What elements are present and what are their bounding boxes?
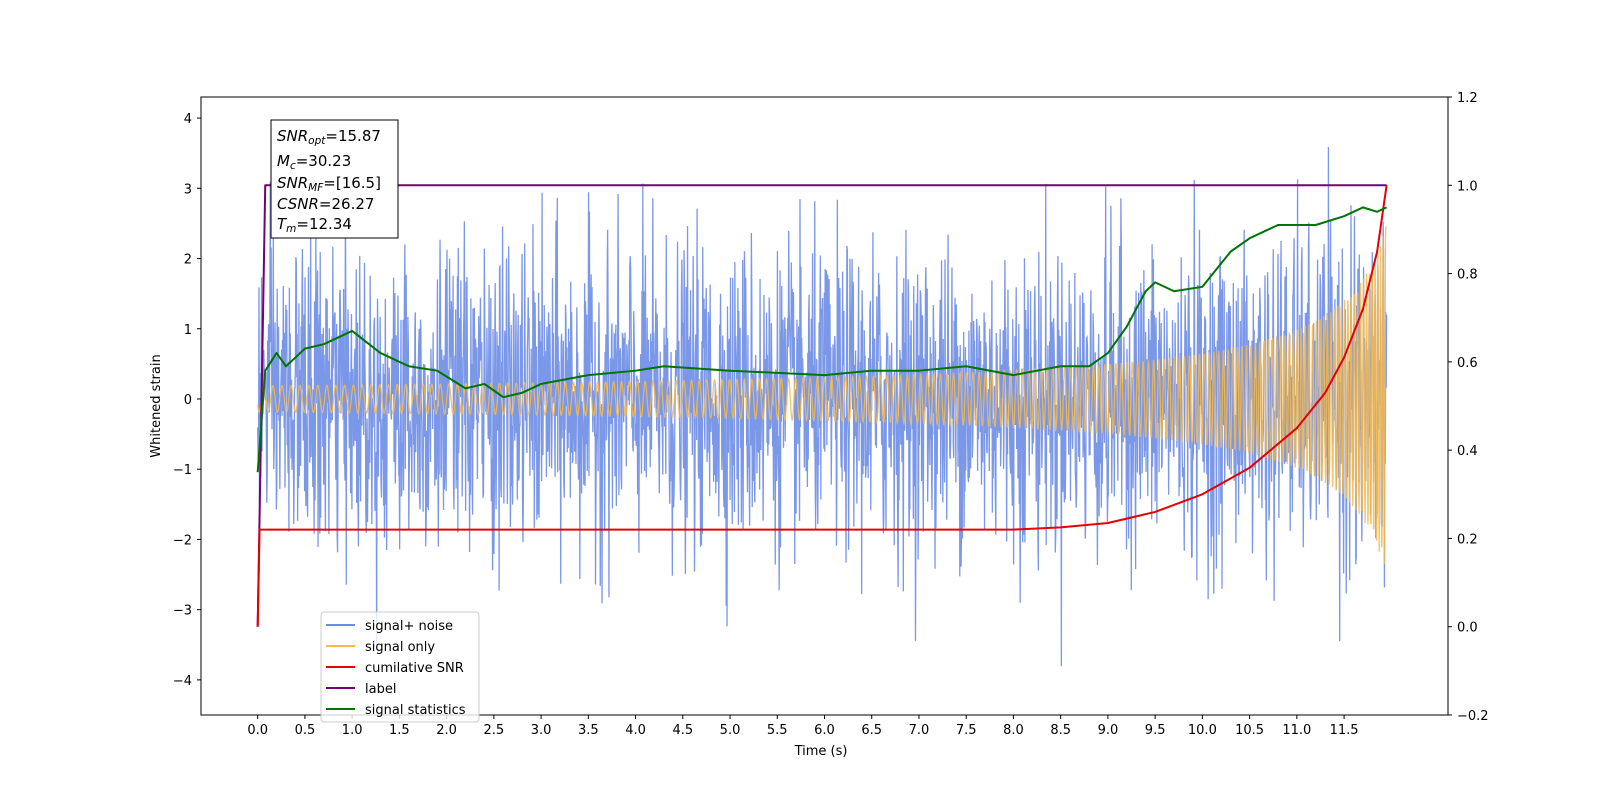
series-layer [256, 147, 1388, 667]
legend-frame [320, 611, 480, 723]
info-box: SNRopt=15.87 Mc=30.23 SNRMF=[16.5] CSNR=… [270, 119, 399, 239]
info-tm: Tm=12.34 [277, 215, 352, 235]
x-tick-label: 8.0 [1003, 723, 1024, 738]
y-tick-label: −3 [173, 604, 192, 619]
legend-label-signal-statistics: signal statistics [365, 703, 466, 718]
y-tick-label: 0 [184, 393, 192, 408]
y2-tick-label: 0.8 [1457, 268, 1478, 283]
legend: signal+ noise signal only cumilative SNR… [320, 611, 480, 723]
x-tick-label: 11.5 [1330, 723, 1359, 738]
y-tick-label: −4 [173, 674, 192, 689]
series-line-signal-statistics [256, 206, 1388, 473]
legend-item-label: label [326, 682, 396, 697]
y-axis-left: 4 3 2 1 0 −1 −2 −3 −4 [173, 112, 201, 689]
x-tick-label: 1.0 [342, 723, 363, 738]
legend-item-signal-noise: signal+ noise [326, 619, 453, 634]
y-tick-label: 1 [184, 323, 192, 338]
x-axis: 0.0 0.5 1.0 1.5 2.0 2.5 3.0 3.5 4.0 4.5 5.0 5.5 6.0 6… [247, 715, 1359, 738]
x-tick-label: 2.0 [436, 723, 457, 738]
x-tick-label: 4.0 [625, 723, 646, 738]
y-tick-label: 3 [184, 182, 192, 197]
x-tick-label: 10.0 [1188, 723, 1217, 738]
x-tick-label: 4.5 [672, 723, 693, 738]
y-axis-label: Whitened strain [149, 354, 164, 457]
x-tick-label: 7.0 [909, 723, 930, 738]
y-tick-label: −1 [173, 463, 192, 478]
x-tick-label: 3.0 [531, 723, 552, 738]
y2-tick-label: 1.0 [1457, 179, 1478, 194]
legend-label-signal-noise: signal+ noise [365, 619, 453, 634]
y2-tick-label: 0.4 [1457, 444, 1478, 459]
y2-tick-label: 0.2 [1457, 532, 1478, 547]
x-tick-label: 7.5 [956, 723, 977, 738]
info-snr-mf: SNRMF=[16.5] [277, 174, 381, 194]
x-tick-label: 0.5 [295, 723, 316, 738]
legend-item-signal-statistics: signal statistics [326, 703, 466, 718]
x-tick-label: 11.0 [1282, 723, 1311, 738]
legend-item-cumulative-snr: cumilative SNR [326, 661, 464, 676]
y2-tick-label: 0.0 [1457, 621, 1478, 636]
legend-label-label: label [365, 682, 396, 697]
y2-tick-label: −0.2 [1457, 709, 1489, 724]
legend-label-cumulative-snr: cumilative SNR [365, 661, 464, 676]
y-tick-label: 2 [184, 253, 192, 268]
series-line-cumulative-snr [256, 185, 1388, 627]
info-box-frame [270, 119, 399, 239]
legend-item-signal-only: signal only [326, 640, 435, 655]
x-tick-label: 0.0 [247, 723, 268, 738]
series-line-label [256, 184, 1387, 627]
y-axis-right: 1.2 1.0 0.8 0.6 0.4 0.2 0.0 −0.2 [1448, 91, 1489, 724]
y-tick-label: −2 [173, 533, 192, 548]
y2-tick-label: 1.2 [1457, 91, 1478, 106]
x-tick-label: 3.5 [578, 723, 599, 738]
legend-label-signal-only: signal only [365, 640, 435, 655]
info-csnr: CSNR=26.27 [277, 195, 374, 213]
x-axis-label: Time (s) [794, 744, 848, 759]
x-tick-label: 6.0 [814, 723, 835, 738]
x-tick-label: 9.5 [1145, 723, 1166, 738]
info-mc: Mc=30.23 [277, 152, 351, 172]
x-tick-label: 5.0 [720, 723, 741, 738]
x-tick-label: 6.5 [861, 723, 882, 738]
y-tick-label: 4 [184, 112, 192, 127]
x-tick-label: 10.5 [1235, 723, 1264, 738]
x-tick-label: 9.0 [1098, 723, 1119, 738]
x-tick-label: 5.5 [767, 723, 788, 738]
x-tick-label: 2.5 [484, 723, 505, 738]
x-tick-label: 8.5 [1050, 723, 1071, 738]
info-snr-opt: SNRopt=15.87 [277, 127, 381, 147]
y2-tick-label: 0.6 [1457, 356, 1478, 371]
x-tick-label: 1.5 [389, 723, 410, 738]
series-line-signal-only [257, 226, 1387, 564]
